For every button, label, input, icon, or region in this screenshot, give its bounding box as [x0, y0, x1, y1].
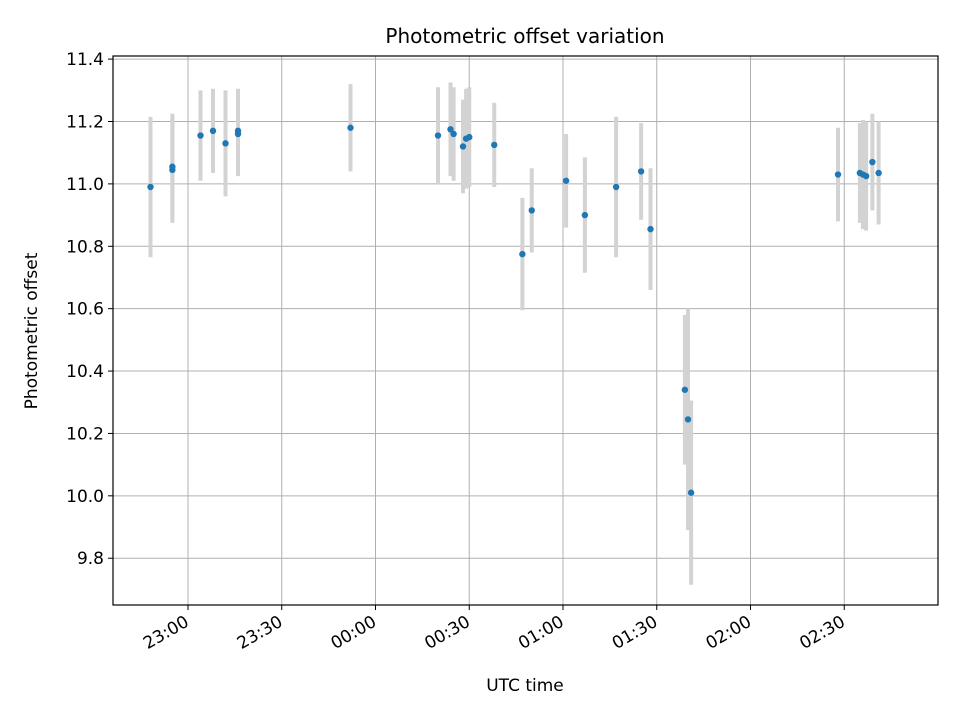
data-point	[681, 386, 689, 393]
y-tick-label: 10.0	[66, 487, 104, 507]
x-tick-label: 23:00	[140, 612, 192, 654]
data-point	[862, 172, 870, 180]
data-point	[875, 169, 882, 177]
data-point	[519, 250, 526, 258]
data-point	[459, 143, 467, 150]
x-axis-label: UTC time	[486, 676, 564, 696]
y-tick-label: 9.8	[77, 549, 104, 569]
x-tick-label: 01:00	[515, 612, 567, 654]
y-tick-label: 10.8	[66, 237, 104, 257]
data-point	[528, 207, 535, 214]
data-point	[491, 141, 498, 149]
data-point	[209, 127, 217, 135]
point-layer	[147, 124, 882, 496]
data-point	[581, 211, 589, 219]
data-point	[147, 183, 154, 191]
chart-title: Photometric offset variation	[385, 24, 664, 48]
data-point	[687, 489, 695, 496]
x-tick-label: 23:30	[234, 612, 286, 654]
y-tick-label: 11.2	[66, 113, 104, 133]
data-point	[466, 133, 473, 141]
data-point	[447, 126, 454, 133]
x-tick-label: 00:30	[421, 612, 473, 654]
data-point	[612, 183, 620, 191]
data-point	[450, 130, 457, 138]
y-tick-label: 11.0	[66, 175, 104, 195]
x-tick-label: 00:00	[328, 612, 380, 654]
data-point	[234, 130, 242, 138]
data-point	[197, 132, 204, 139]
x-tick-label: 02:30	[796, 612, 848, 654]
data-point	[869, 158, 876, 166]
y-tick-label: 10.6	[66, 300, 104, 320]
errorbar-layer	[148, 82, 881, 585]
x-tick-label: 01:30	[609, 612, 661, 654]
tick-layer: 23:00 23:30 00:00 00:30 01:00 01:30 02:00 02:30…	[66, 50, 849, 654]
data-point	[647, 225, 654, 233]
data-point	[834, 171, 842, 178]
data-point	[562, 177, 570, 184]
data-point	[347, 124, 354, 131]
y-tick-label: 10.2	[66, 424, 104, 444]
y-tick-label: 11.4	[66, 50, 104, 70]
x-tick-label: 02:00	[703, 612, 755, 654]
y-tick-label: 10.4	[66, 362, 104, 382]
plot-frame	[112, 55, 939, 606]
grid-layer	[113, 56, 938, 605]
data-point	[434, 132, 442, 139]
y-axis-label: Photometric offset	[22, 252, 42, 409]
data-point	[169, 163, 176, 170]
data-point	[222, 140, 229, 147]
data-point	[684, 416, 692, 423]
data-point	[637, 168, 645, 175]
